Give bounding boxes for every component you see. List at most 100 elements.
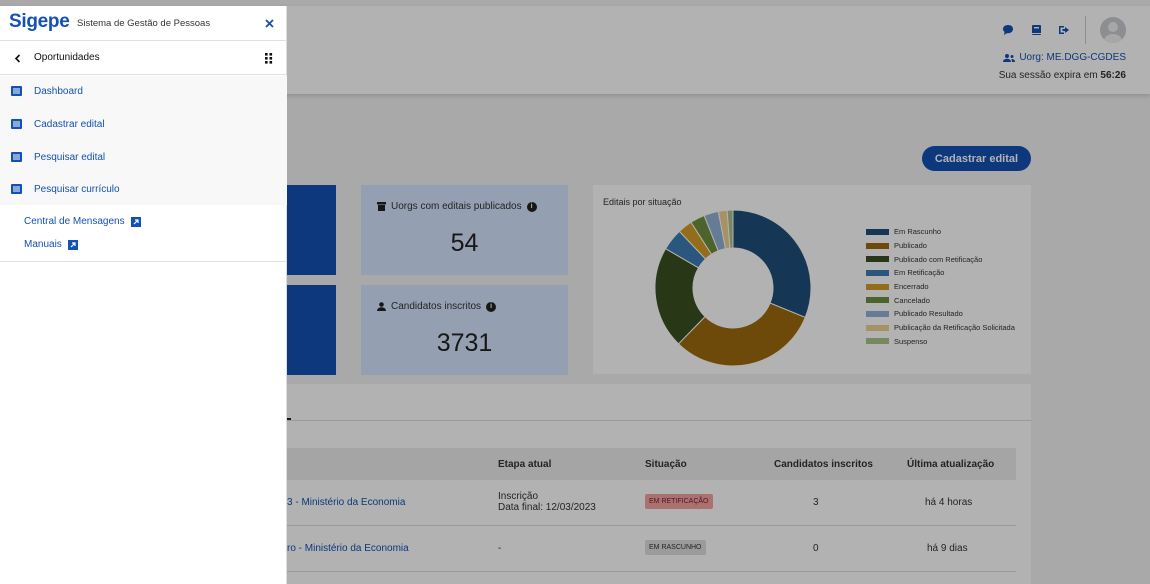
- legend-label: Em Retificação: [894, 268, 945, 278]
- legend-swatch: [866, 310, 889, 317]
- card-uorgs: Uorgs com editais publicados i 54: [361, 185, 568, 275]
- donut-slice-1[interactable]: [677, 302, 806, 367]
- legend-swatch: [866, 324, 889, 331]
- drawer-menu: Dashboard Cadastrar edital Pesquisar edi…: [0, 76, 287, 205]
- etapa-cell: -: [498, 543, 502, 554]
- external-link-icon: [130, 216, 141, 227]
- chart-legend: Em Rascunho Publicado Publicado com Retifi…: [866, 225, 1015, 348]
- grid-dots-icon[interactable]: [264, 52, 274, 64]
- tabs-divider: [287, 420, 1031, 421]
- list-icon: [11, 152, 22, 162]
- logout-icon[interactable]: [1057, 23, 1071, 37]
- card-dark-top: [287, 185, 336, 275]
- legend-swatch: [866, 338, 889, 345]
- candidatos-cell: 3: [813, 497, 819, 508]
- edital-title-link[interactable]: 3 - Ministério da Economia: [287, 497, 406, 508]
- legend-swatch: [866, 283, 889, 290]
- close-icon[interactable]: [261, 15, 277, 31]
- legend-swatch: [866, 256, 889, 263]
- legend-item[interactable]: Em Retificação: [866, 266, 1015, 280]
- legend-item[interactable]: Encerrado: [866, 280, 1015, 294]
- table-row[interactable]: 3 - Ministério da Economia Inscrição Dat…: [287, 480, 1016, 526]
- atualizacao-cell: há 4 horas: [925, 497, 973, 508]
- edital-title-link[interactable]: ro - Ministério da Economia: [287, 543, 409, 554]
- logo-subtitle: Sistema de Gestão de Pessoas: [77, 18, 211, 29]
- menu-label: Pesquisar currículo: [34, 184, 120, 195]
- legend-item[interactable]: Em Rascunho: [866, 225, 1015, 239]
- table-card: Etapa atual Situação Candidatos inscrito…: [287, 384, 1031, 584]
- legend-item[interactable]: Publicação da Retificação Solicitada: [866, 321, 1015, 335]
- users-icon: [1003, 53, 1016, 62]
- chart-card: Editais por situação Em Rascunho Publicad…: [593, 185, 1031, 374]
- donut-slice-8[interactable]: [726, 209, 734, 249]
- legend-label: Publicação da Retificação Solicitada: [894, 323, 1015, 333]
- legend-label: Publicado: [894, 241, 927, 251]
- th-candidatos: Candidatos inscritos: [774, 459, 873, 470]
- info-icon[interactable]: i: [526, 201, 537, 212]
- header-divider: [1085, 16, 1086, 44]
- legend-label: Encerrado: [894, 282, 929, 292]
- link-manuais[interactable]: Manuais: [24, 239, 78, 250]
- legend-item[interactable]: Suspenso: [866, 335, 1015, 349]
- section-header: Oportunidades: [0, 41, 287, 75]
- card-candidatos-label: Candidatos inscritos: [391, 301, 482, 312]
- menu-item-pesquisar-curriculo[interactable]: Pesquisar currículo: [0, 174, 287, 206]
- info-icon[interactable]: i: [486, 301, 497, 312]
- legend-label: Publicado Resultado: [894, 309, 963, 319]
- archive-icon: [377, 202, 386, 211]
- card-candidatos-value: 3731: [436, 329, 493, 357]
- etapa-name: Inscrição: [498, 491, 539, 502]
- section-title: Oportunidades: [34, 52, 100, 63]
- card-candidatos-title: Candidatos inscritos i: [377, 301, 497, 312]
- donut-slice-0[interactable]: [732, 209, 812, 319]
- status-badge: EM RASCUNHO: [645, 540, 706, 555]
- sigepe-logo: Sigepe: [9, 11, 70, 32]
- th-situacao: Situação: [645, 459, 687, 470]
- cadastrar-edital-button[interactable]: Cadastrar edital: [922, 146, 1031, 171]
- external-links: Central de Mensagens Manuais: [0, 205, 287, 262]
- table-row[interactable]: ro - Ministério da Economia - EM RASCUNH…: [287, 526, 1016, 572]
- legend-swatch: [866, 297, 889, 304]
- link-central-mensagens[interactable]: Central de Mensagens: [24, 216, 141, 227]
- book-icon[interactable]: [1029, 23, 1043, 37]
- uorg-selector[interactable]: Uorg: ME.DGG-CGDES: [1003, 52, 1126, 63]
- user-icon: [377, 302, 386, 311]
- legend-item[interactable]: Publicado com Retificação: [866, 252, 1015, 266]
- list-icon: [11, 119, 22, 129]
- status-badge: EM RETIFICAÇÃO: [645, 494, 713, 509]
- legend-swatch: [866, 228, 889, 235]
- chat-icon[interactable]: [1001, 23, 1015, 37]
- menu-item-dashboard[interactable]: Dashboard: [0, 76, 287, 108]
- atualizacao-cell: há 9 dias: [927, 543, 968, 554]
- card-uorgs-title: Uorgs com editais publicados i: [377, 201, 537, 212]
- session-time: 56:26: [1100, 70, 1126, 81]
- legend-item[interactable]: Publicado: [866, 239, 1015, 253]
- legend-item[interactable]: Publicado Resultado: [866, 307, 1015, 321]
- link-label: Manuais: [24, 239, 62, 250]
- menu-label: Cadastrar edital: [34, 119, 105, 130]
- list-icon: [11, 184, 22, 194]
- menu-item-pesquisar-edital[interactable]: Pesquisar edital: [0, 142, 287, 174]
- drawer-header: Sigepe Sistema de Gestão de Pessoas: [0, 6, 287, 41]
- legend-swatch: [866, 269, 889, 276]
- th-atualizacao: Última atualização: [907, 459, 995, 470]
- external-link-icon: [67, 239, 78, 250]
- card-candidatos: Candidatos inscritos i 3731: [361, 285, 568, 375]
- chevron-left-icon[interactable]: [11, 52, 23, 64]
- card-uorgs-label: Uorgs com editais publicados: [391, 201, 522, 212]
- header-actions: [1001, 16, 1126, 44]
- legend-label: Cancelado: [894, 295, 930, 305]
- donut-chart: [654, 209, 812, 367]
- legend-swatch: [866, 242, 889, 249]
- legend-label: Suspenso: [894, 336, 928, 346]
- legend-item[interactable]: Cancelado: [866, 293, 1015, 307]
- session-prefix: Sua sessão expira em: [998, 70, 1098, 81]
- etapa-date: Data final: 12/03/2023: [498, 502, 596, 513]
- menu-item-cadastrar-edital[interactable]: Cadastrar edital: [0, 109, 287, 141]
- side-drawer: Sigepe Sistema de Gestão de Pessoas Opor…: [0, 6, 287, 584]
- uorg-label: Uorg: ME.DGG-CGDES: [1019, 52, 1126, 63]
- avatar[interactable]: [1100, 17, 1126, 43]
- tab-indicator: [287, 418, 291, 421]
- link-label: Central de Mensagens: [24, 216, 125, 227]
- candidatos-cell: 0: [813, 543, 819, 554]
